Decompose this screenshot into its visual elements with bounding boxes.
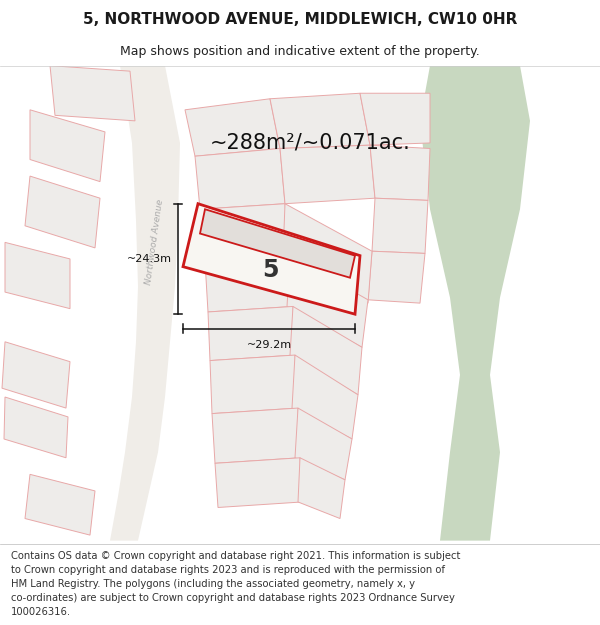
Polygon shape [215, 458, 302, 508]
Polygon shape [370, 145, 430, 201]
Polygon shape [183, 204, 360, 314]
Polygon shape [298, 458, 345, 519]
Polygon shape [283, 204, 372, 303]
Polygon shape [208, 306, 295, 361]
Polygon shape [212, 408, 300, 463]
Polygon shape [4, 397, 68, 458]
Text: 100026316.: 100026316. [11, 608, 71, 618]
Text: 5, NORTHWOOD AVENUE, MIDDLEWICH, CW10 0HR: 5, NORTHWOOD AVENUE, MIDDLEWICH, CW10 0H… [83, 12, 517, 27]
Text: ~24.3m: ~24.3m [127, 254, 172, 264]
Polygon shape [420, 66, 530, 541]
Polygon shape [195, 149, 285, 209]
Polygon shape [295, 408, 352, 480]
Polygon shape [287, 256, 368, 348]
Polygon shape [200, 209, 355, 278]
Polygon shape [110, 66, 180, 541]
Polygon shape [292, 355, 358, 439]
Polygon shape [270, 93, 370, 149]
Polygon shape [290, 306, 362, 395]
Text: to Crown copyright and database rights 2023 and is reproduced with the permissio: to Crown copyright and database rights 2… [11, 565, 445, 575]
Polygon shape [50, 66, 135, 121]
Text: Contains OS data © Crown copyright and database right 2021. This information is : Contains OS data © Crown copyright and d… [11, 551, 460, 561]
Polygon shape [185, 99, 280, 156]
Text: 5: 5 [262, 258, 278, 282]
Polygon shape [372, 198, 428, 253]
Polygon shape [5, 242, 70, 309]
Polygon shape [200, 204, 290, 261]
Text: ~288m²/~0.071ac.: ~288m²/~0.071ac. [209, 133, 410, 153]
Text: HM Land Registry. The polygons (including the associated geometry, namely x, y: HM Land Registry. The polygons (includin… [11, 579, 415, 589]
Polygon shape [368, 251, 425, 303]
Text: Map shows position and indicative extent of the property.: Map shows position and indicative extent… [120, 45, 480, 58]
Polygon shape [30, 110, 105, 182]
Polygon shape [2, 342, 70, 408]
Text: ~29.2m: ~29.2m [247, 339, 292, 349]
Polygon shape [205, 256, 293, 312]
Text: Northwood Avenue: Northwood Avenue [145, 199, 166, 286]
Polygon shape [210, 355, 298, 414]
Polygon shape [25, 176, 100, 248]
Text: co-ordinates) are subject to Crown copyright and database rights 2023 Ordnance S: co-ordinates) are subject to Crown copyr… [11, 593, 455, 603]
Polygon shape [25, 474, 95, 535]
Polygon shape [360, 93, 430, 145]
Polygon shape [280, 145, 375, 204]
